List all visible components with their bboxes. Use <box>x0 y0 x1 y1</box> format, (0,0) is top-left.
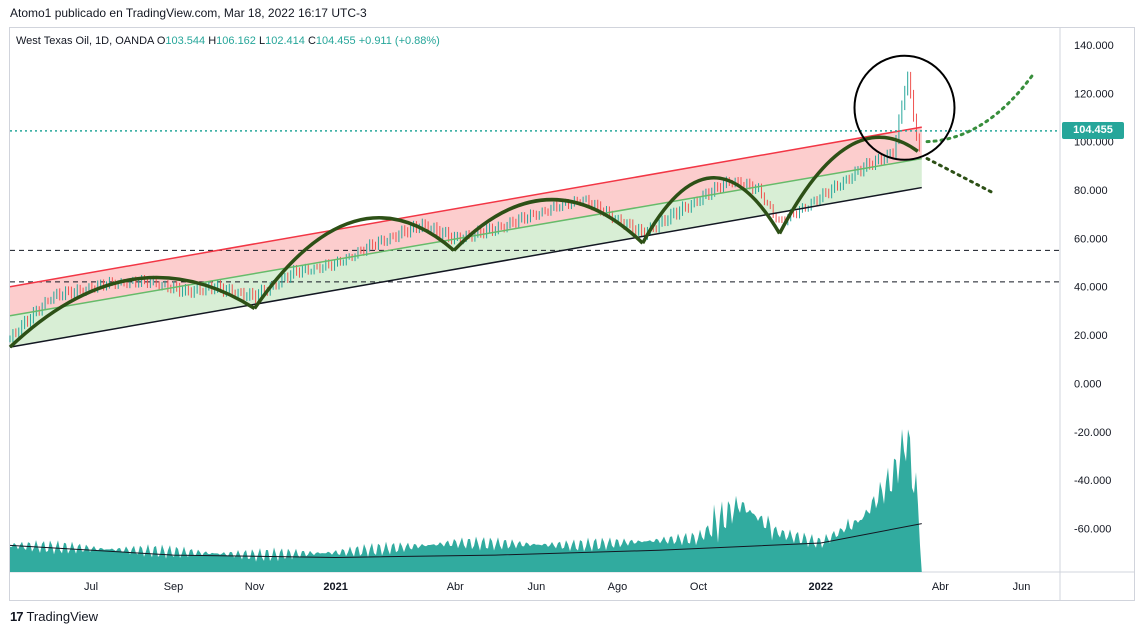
upper-channel-line <box>9 126 922 288</box>
cycle-arc-1 <box>8 275 256 349</box>
low-label: L <box>258 35 266 47</box>
tradingview-logo-icon: 17 <box>10 609 24 624</box>
projection-up-dotted <box>925 72 1035 144</box>
change-value: +0.911 (+0.88%) <box>358 35 440 47</box>
y-tick-label: 60.000 <box>1074 233 1108 245</box>
x-tick-label: 2022 <box>809 581 833 593</box>
cycle-arc-4 <box>641 176 782 245</box>
y-tick-label: -60.000 <box>1074 523 1111 535</box>
cycle-arc-5 <box>778 135 919 235</box>
high-value: 106.162 <box>216 35 256 47</box>
brand-name: TradingView <box>26 609 99 624</box>
cycle-arc-3 <box>452 197 644 252</box>
upper-channel-fill <box>10 127 922 316</box>
last-price-tag: 104.455 <box>1062 122 1124 139</box>
low-value: 102.414 <box>265 35 305 47</box>
x-tick-label: Oct <box>690 581 707 593</box>
high-label: H <box>208 35 217 47</box>
projection-down-dotted <box>925 157 994 194</box>
open-label: O <box>156 35 166 47</box>
y-tick-label: -20.000 <box>1074 427 1111 439</box>
y-tick-label: 80.000 <box>1074 185 1108 197</box>
y-tick-label: 40.000 <box>1074 282 1108 294</box>
x-tick-label: Jun <box>527 581 545 593</box>
publish-line: Atomo1 publicado en TradingView.com, Mar… <box>10 6 367 20</box>
x-tick-label: Abr <box>447 581 464 593</box>
highlight-circle <box>853 54 956 161</box>
ohlc-legend: West Texas Oil, 1D, OANDA O103.544 H106.… <box>16 35 440 47</box>
x-tick-label: Jun <box>1013 581 1031 593</box>
tradingview-brand[interactable]: 17 TradingView <box>10 609 98 624</box>
x-tick-label: Abr <box>932 581 949 593</box>
y-tick-label: 120.000 <box>1074 88 1114 100</box>
x-tick-label: Nov <box>245 581 265 593</box>
close-label: C <box>307 35 316 47</box>
y-tick-label: 20.000 <box>1074 330 1108 342</box>
y-tick-label: 100.000 <box>1074 137 1114 149</box>
lower-channel-line <box>9 186 922 348</box>
y-tick-label: -40.000 <box>1074 475 1111 487</box>
x-tick-label: Sep <box>164 581 184 593</box>
open-value: 103.544 <box>165 35 206 47</box>
symbol-label[interactable]: West Texas Oil, 1D, OANDA <box>16 35 154 47</box>
close-value: 104.455 <box>315 35 356 47</box>
lower-channel-fill <box>10 158 922 348</box>
x-tick-label: Jul <box>84 581 98 593</box>
y-tick-label: 140.000 <box>1074 40 1114 52</box>
x-tick-label: 2021 <box>323 581 347 593</box>
x-tick-label: Ago <box>608 581 628 593</box>
volume-moving-average <box>9 523 922 558</box>
volume-area <box>10 429 922 572</box>
y-tick-label: 0.000 <box>1074 378 1102 390</box>
cycle-arc-2 <box>253 216 456 310</box>
chart-frame[interactable] <box>9 27 1135 601</box>
